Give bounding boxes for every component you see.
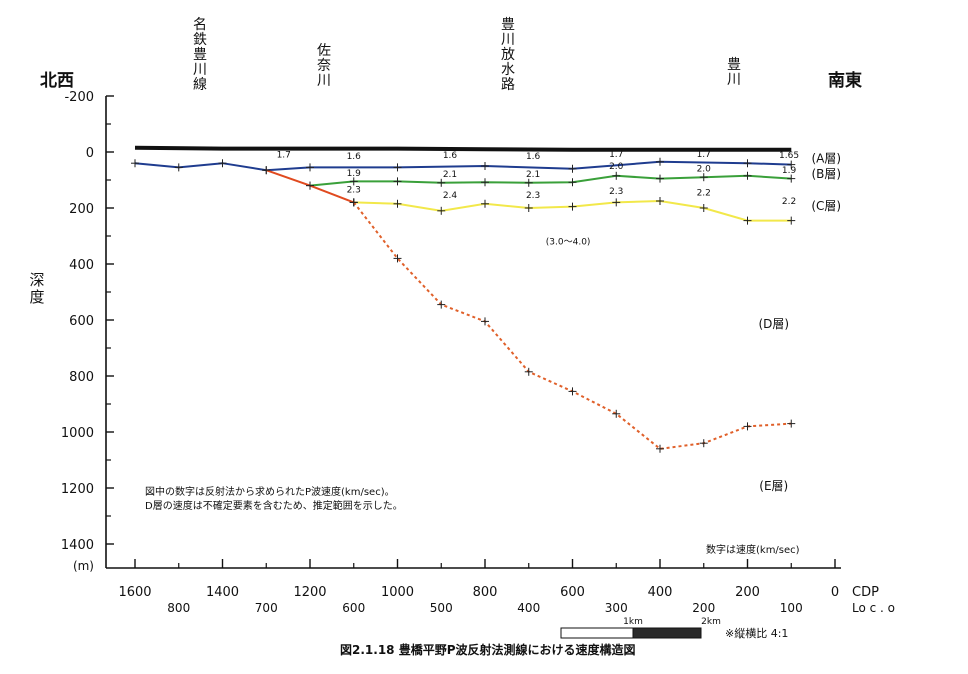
velocity-label: 1.6: [526, 152, 541, 162]
scale-bar-label-1km: 1km: [623, 617, 643, 627]
place-label-sanagawa: 佐奈川: [317, 43, 331, 89]
velocity-label: 2.0: [697, 165, 712, 175]
place-label-toyokawa: 豊川: [727, 57, 741, 88]
x-tick-label-loc: 600: [342, 601, 365, 615]
velocity-label: 1.9: [782, 166, 797, 176]
velocity-label: 1.6: [443, 151, 458, 161]
scale-bar-black: [632, 627, 702, 639]
x-tick-label-loc: 800: [167, 601, 190, 615]
x-tick-label-cdp: 200: [735, 585, 760, 600]
layer-label: (E層): [759, 479, 788, 493]
x-tick-label-loc: 700: [255, 601, 278, 615]
x-axis-label-cdp: CDP: [852, 585, 879, 600]
x-tick-label-loc: 400: [517, 601, 540, 615]
aspect-ratio-note: ※縦横比 4:1: [725, 626, 788, 640]
velocity-label: 2.4: [443, 191, 458, 201]
series-line-A: [134, 160, 792, 172]
direction-southeast: 南東: [828, 71, 862, 91]
velocity-label: 2.2: [782, 197, 796, 207]
place-label-toyokawa-housuiro: 豊川放水路: [501, 17, 515, 93]
x-tick-label-cdp: 1400: [206, 585, 239, 600]
y-tick-label: 400: [69, 258, 94, 273]
velocity-label: 1.7: [697, 150, 711, 160]
y-axis-unit: (m): [73, 559, 94, 573]
velocity-label: 2.1: [443, 170, 457, 180]
series-line-surface: [134, 145, 792, 152]
x-tick-label-loc: 300: [605, 601, 628, 615]
y-tick-label: 800: [69, 370, 94, 385]
velocity-label: (3.0〜4.0): [546, 237, 591, 247]
scale-bar-white: [560, 627, 634, 639]
velocity-label: 2.2: [697, 188, 711, 198]
x-tick-label-cdp: 0: [831, 585, 839, 600]
velocity-label: 2.3: [609, 187, 623, 197]
series-line-B: [309, 174, 792, 187]
x-tick-label-loc: 200: [692, 601, 715, 615]
direction-northwest: 北西: [40, 71, 74, 91]
y-tick-label: 1000: [61, 426, 94, 441]
x-axis-label-loc: Lo c . o: [852, 601, 895, 615]
layer-label: (D層): [758, 317, 789, 331]
velocity-label: 2.0: [609, 162, 624, 172]
y-axis-label: 深度: [29, 271, 45, 306]
velocity-label: 1.6: [347, 152, 362, 162]
note-line-2: D層の速度は不確定要素を含むため、推定範囲を示した。: [145, 501, 403, 512]
y-tick-label: 1400: [61, 538, 94, 553]
layer-label: (B層): [811, 167, 841, 181]
place-label-meitetsu: 名鉄豊川線: [193, 17, 207, 93]
y-tick-label: 1200: [61, 482, 94, 497]
velocity-label: 2.3: [347, 186, 361, 196]
x-tick-label-cdp: 800: [473, 585, 498, 600]
velocity-label: 2.1: [526, 170, 540, 180]
layer-label: (A層): [811, 152, 841, 166]
x-tick-label-loc: 100: [780, 601, 803, 615]
scale-bar-label-2km: 2km: [701, 617, 721, 627]
x-tick-label-cdp: 1000: [381, 585, 414, 600]
velocity-unit-note: 数字は速度(km/sec): [706, 545, 800, 556]
velocity-label: 1.7: [609, 150, 623, 160]
y-tick-label: -200: [64, 90, 94, 105]
y-tick-label: 0: [86, 146, 94, 161]
y-tick-label: 600: [69, 314, 94, 329]
velocity-label: 2.3: [526, 191, 540, 201]
layer-label: (C層): [811, 199, 841, 213]
x-tick-label-cdp: 400: [648, 585, 673, 600]
figure-caption: 図2.1.18 豊橋平野P波反射法測線における速度構造図: [340, 643, 636, 657]
y-tick-label: 200: [69, 202, 94, 217]
x-tick-label-loc: 500: [430, 601, 453, 615]
velocity-label: 1.7: [277, 151, 291, 161]
x-tick-label-cdp: 1600: [118, 585, 151, 600]
velocity-label: 1.65: [779, 151, 799, 161]
note-line-1: 図中の数字は反射法から求められたP波速度(km/sec)。: [145, 487, 395, 498]
x-tick-label-cdp: 600: [560, 585, 585, 600]
x-tick-label-cdp: 1200: [293, 585, 326, 600]
velocity-label: 1.9: [347, 169, 362, 179]
